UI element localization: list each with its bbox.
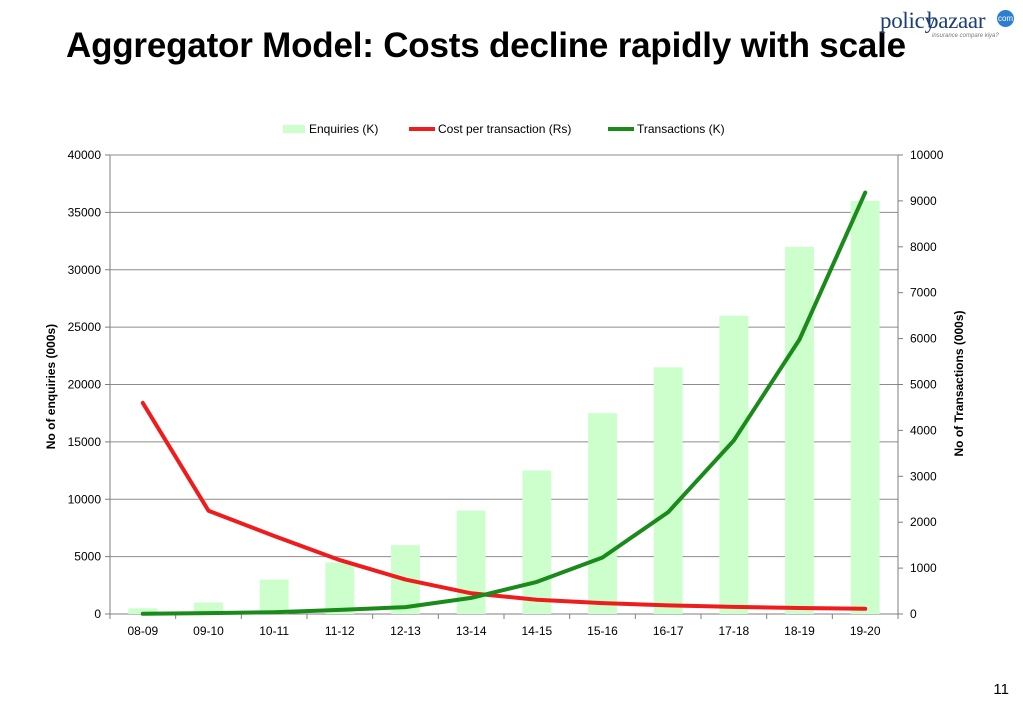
y2-tick-label: 6000 bbox=[910, 332, 937, 346]
legend-swatch-enquiries bbox=[283, 125, 305, 133]
x-tick-label: 19-20 bbox=[850, 624, 881, 638]
y-tick-label: 0 bbox=[94, 607, 101, 621]
y2-tick-label: 4000 bbox=[910, 423, 937, 437]
x-tick-label: 14-15 bbox=[521, 624, 552, 638]
line-transactions bbox=[140, 190, 868, 616]
x-tick-label: 13-14 bbox=[456, 624, 487, 638]
bar-enquiries bbox=[194, 602, 223, 614]
bar-enquiries bbox=[785, 246, 814, 615]
bar-enquiries bbox=[128, 608, 158, 614]
y-tick-label: 10000 bbox=[68, 492, 102, 506]
page-number: 11 bbox=[993, 681, 1009, 698]
slide-title: Aggregator Model: Costs decline rapidly … bbox=[66, 26, 906, 65]
y2-tick-label: 1000 bbox=[910, 561, 937, 575]
legend-label-enquiries: Enquiries (K) bbox=[309, 122, 378, 136]
x-tick-label: 11-12 bbox=[325, 624, 355, 638]
x-tick-label: 12-13 bbox=[390, 624, 421, 638]
x-tick-label: 08-09 bbox=[127, 624, 158, 638]
x-tick-label: 10-11 bbox=[259, 624, 289, 638]
x-tick-label: 17-18 bbox=[718, 624, 749, 638]
y-tick-label: 35000 bbox=[68, 205, 102, 219]
bar-enquiries bbox=[653, 367, 683, 614]
y2-tick-label: 2000 bbox=[910, 515, 937, 529]
y2-tick-label: 0 bbox=[910, 607, 917, 621]
y2-tick-label: 5000 bbox=[910, 378, 937, 392]
bar-enquiries bbox=[850, 200, 880, 614]
y-tick-label: 5000 bbox=[74, 550, 101, 564]
y-tick-label: 25000 bbox=[68, 320, 102, 334]
policybazaar-logo: policy bazaar com insurance compare kiya… bbox=[880, 6, 1016, 48]
y-axis-title: No of enquiries (000s) bbox=[44, 324, 58, 449]
y2-axis-title: No of Transactions (000s) bbox=[952, 310, 966, 456]
bar-enquiries bbox=[522, 470, 552, 614]
y2-tick-label: 10000 bbox=[910, 148, 944, 162]
x-tick-label: 09-10 bbox=[193, 624, 224, 638]
logo-com-badge: com bbox=[997, 10, 1014, 27]
x-tick-label: 18-19 bbox=[784, 624, 815, 638]
logo-bazaar-text: bazaar bbox=[927, 8, 986, 33]
logo-policy-text: policy bbox=[880, 8, 936, 33]
y2-tick-label: 3000 bbox=[910, 469, 937, 483]
x-tick-label: 15-16 bbox=[587, 624, 618, 638]
x-tick-label: 16-17 bbox=[653, 624, 684, 638]
y-tick-label: 15000 bbox=[68, 435, 102, 449]
bar-enquiries bbox=[259, 579, 289, 614]
y-tick-label: 20000 bbox=[68, 378, 102, 392]
logo-tagline: insurance compare kiya? bbox=[932, 33, 999, 39]
y2-tick-label: 8000 bbox=[910, 240, 937, 254]
line-cost-per-transaction bbox=[140, 400, 868, 611]
legend-label-transactions: Transactions (K) bbox=[637, 122, 725, 136]
y-tick-label: 40000 bbox=[68, 148, 102, 162]
bar-enquiries bbox=[588, 413, 617, 614]
bar-enquiries bbox=[719, 315, 749, 614]
y-tick-label: 30000 bbox=[68, 263, 102, 277]
y2-tick-label: 9000 bbox=[910, 194, 937, 208]
legend-label-cost: Cost per transaction (Rs) bbox=[438, 122, 571, 136]
y2-tick-label: 7000 bbox=[910, 286, 937, 300]
bar-enquiries bbox=[325, 562, 355, 614]
